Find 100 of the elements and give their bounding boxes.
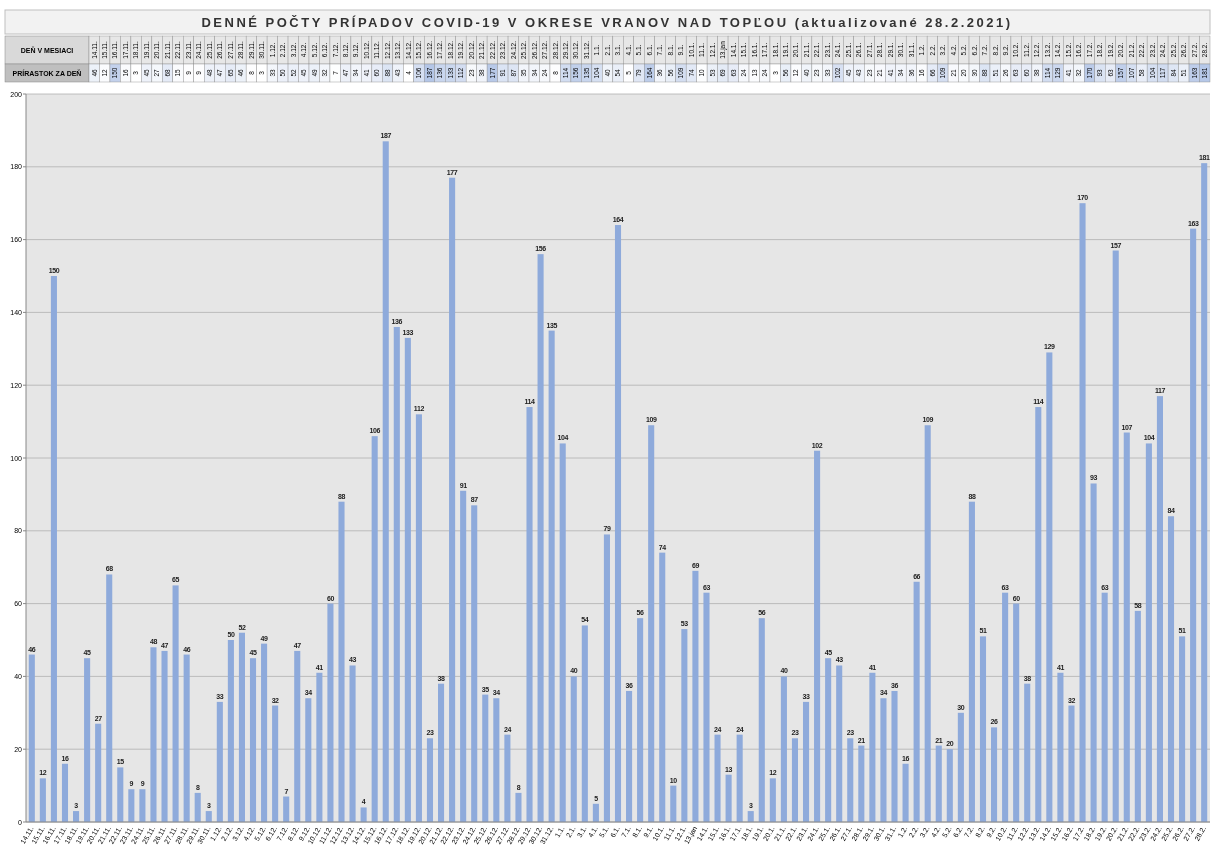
bar	[128, 789, 135, 822]
bar	[648, 425, 655, 822]
bar	[548, 330, 555, 822]
bar	[139, 789, 146, 822]
bar	[758, 618, 765, 822]
bar	[493, 698, 500, 822]
bar	[393, 326, 400, 822]
bar	[1013, 603, 1020, 822]
bar	[847, 738, 854, 822]
bar	[1002, 592, 1009, 822]
bar	[1090, 483, 1097, 822]
bar	[84, 658, 91, 822]
bar	[791, 738, 799, 822]
bar	[1079, 203, 1086, 822]
bar	[227, 640, 234, 822]
bar	[935, 745, 942, 822]
bar	[382, 141, 389, 822]
bar	[1046, 352, 1053, 822]
bar	[559, 443, 566, 822]
bar	[283, 796, 290, 822]
bar	[371, 436, 378, 822]
bar	[504, 734, 511, 822]
bar	[637, 618, 644, 822]
bar	[979, 636, 987, 822]
bar	[780, 676, 787, 822]
bar	[1101, 592, 1108, 822]
bar	[537, 254, 544, 822]
bar	[205, 811, 212, 822]
bar	[968, 501, 975, 822]
bar	[869, 672, 876, 822]
bar	[692, 570, 699, 822]
bar	[681, 629, 688, 822]
bar	[836, 665, 843, 822]
bar	[626, 690, 633, 822]
bar	[426, 738, 434, 822]
bar	[437, 683, 445, 822]
bar	[802, 701, 810, 822]
bar	[515, 792, 522, 822]
bar	[1156, 396, 1163, 822]
bar	[338, 501, 345, 822]
bar	[471, 505, 478, 822]
bar	[294, 650, 301, 822]
bar	[1035, 407, 1042, 822]
bar	[1024, 683, 1031, 822]
chart-title: DENNÉ POČTY PRÍPADOV COVID-19 V OKRESE VRANOV NAD TOPĽOU (aktualizované 28.2.2021)	[201, 15, 1013, 30]
bar	[449, 177, 456, 822]
bar	[526, 407, 533, 822]
bar	[183, 654, 190, 822]
bar	[1145, 443, 1152, 822]
bar	[249, 658, 257, 822]
bar	[28, 654, 35, 822]
bar	[61, 763, 69, 822]
bar	[725, 774, 732, 822]
bar	[349, 665, 356, 822]
bar	[95, 723, 102, 822]
bar	[404, 337, 411, 822]
bar	[614, 225, 622, 822]
bar	[39, 778, 46, 822]
bar	[670, 785, 677, 822]
bar	[316, 672, 323, 822]
bar	[880, 698, 887, 822]
bar	[73, 811, 80, 822]
bar	[238, 632, 245, 822]
bar	[570, 676, 577, 822]
bar	[991, 727, 998, 822]
bar	[50, 276, 57, 822]
bar	[957, 712, 964, 822]
bar	[415, 414, 422, 822]
bar	[272, 705, 279, 822]
bar	[946, 749, 953, 822]
bar	[106, 574, 113, 822]
bar	[216, 701, 223, 822]
bar	[659, 552, 666, 822]
bar	[603, 534, 610, 822]
bar	[703, 592, 710, 822]
bar	[858, 745, 865, 822]
bar	[592, 803, 599, 822]
bar	[194, 792, 201, 822]
bar	[327, 603, 334, 822]
bar	[161, 650, 168, 822]
bar	[360, 807, 367, 822]
bar	[814, 450, 821, 822]
bar	[714, 734, 721, 822]
bar	[460, 490, 467, 822]
bar	[1123, 432, 1130, 822]
bar	[1057, 672, 1064, 822]
bar	[769, 778, 776, 822]
bar	[1190, 228, 1197, 822]
bar	[117, 767, 124, 822]
bar	[825, 658, 832, 822]
bar	[150, 647, 157, 822]
bar	[482, 694, 489, 822]
bar	[172, 585, 179, 822]
bar	[1068, 705, 1075, 822]
bar	[736, 734, 743, 822]
bar	[747, 811, 754, 822]
bar	[581, 625, 588, 822]
bar	[1179, 636, 1186, 822]
bar	[1167, 516, 1175, 822]
bar	[1134, 610, 1141, 822]
